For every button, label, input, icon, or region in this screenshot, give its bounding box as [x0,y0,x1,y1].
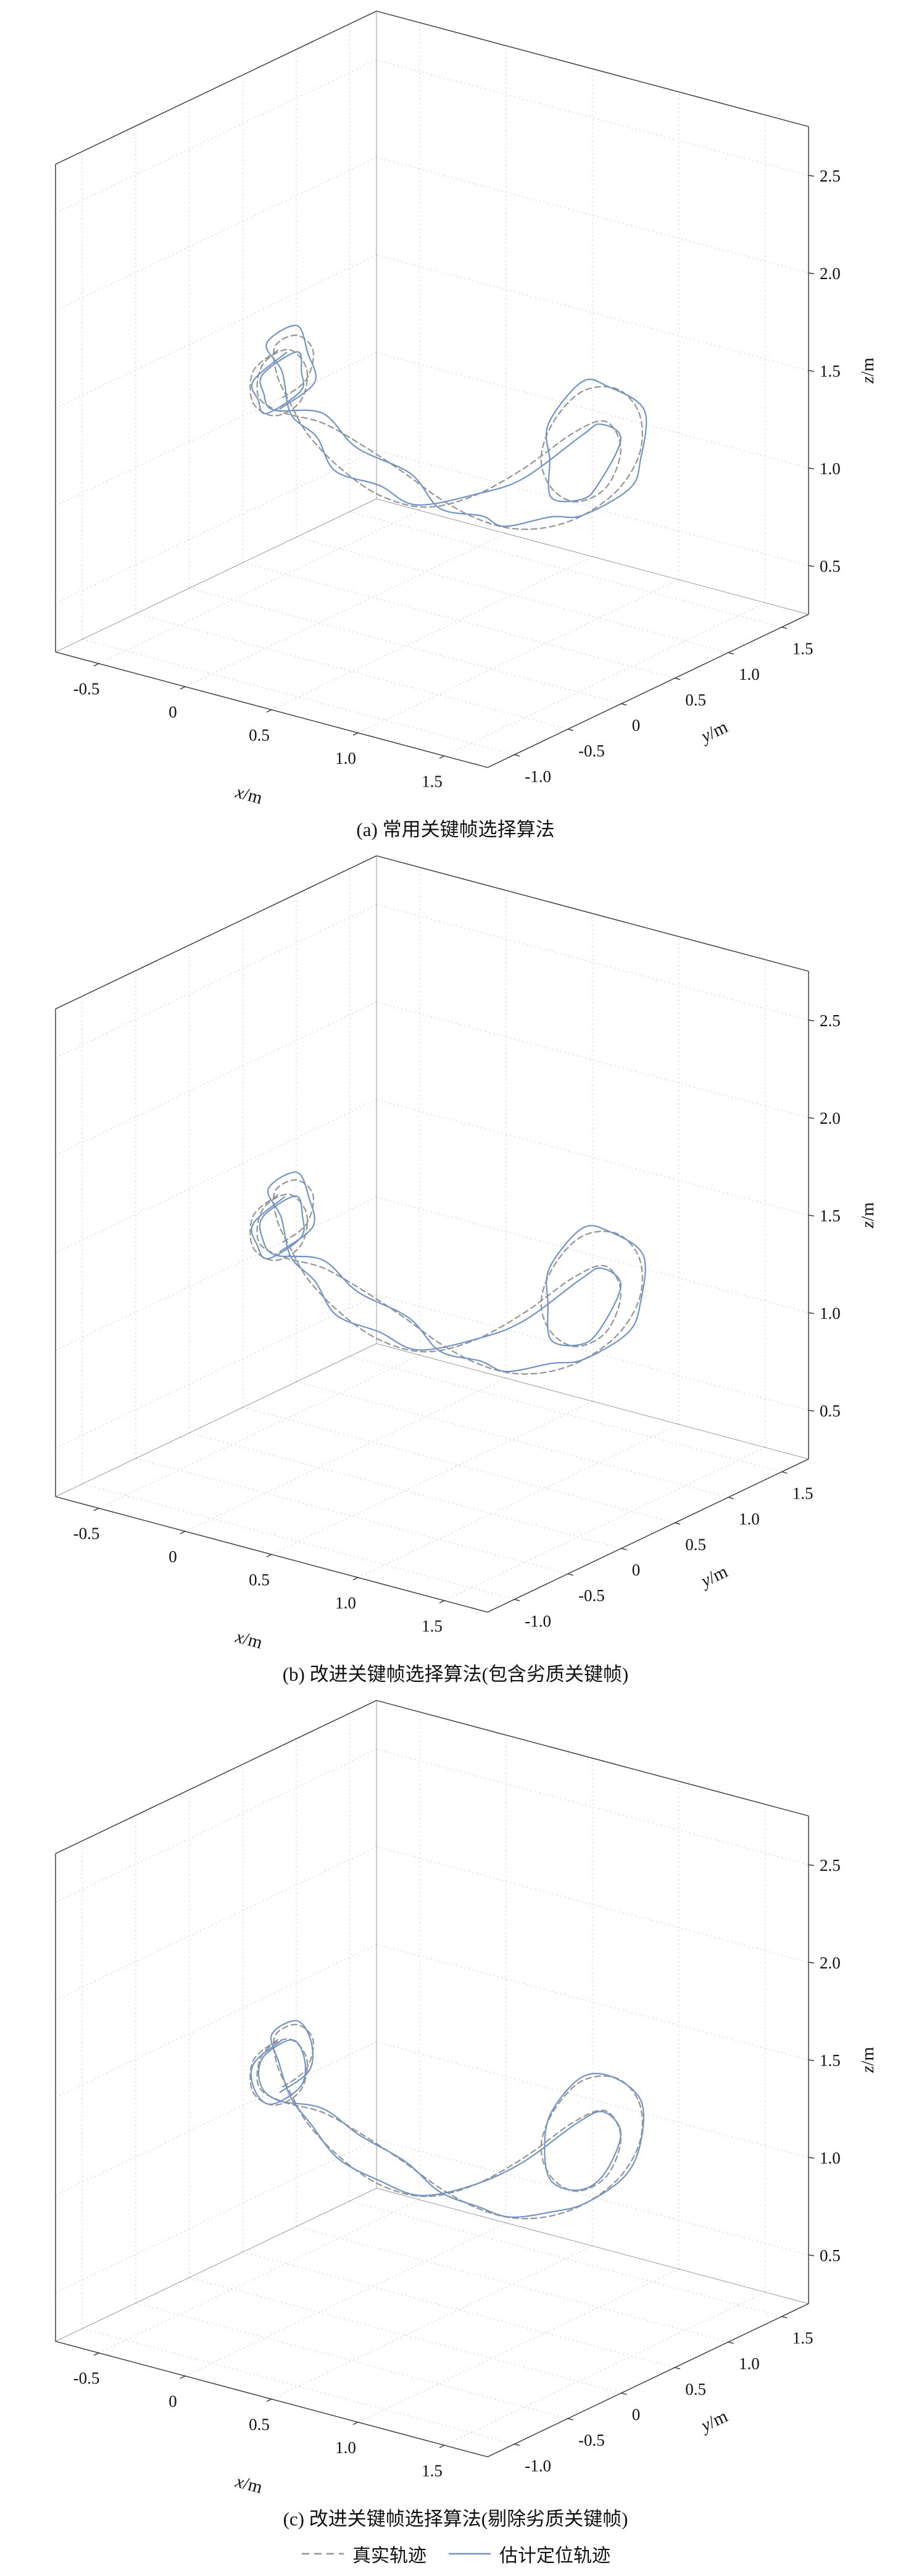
subplot-a: -0.5 0 0.5 1.0 1.5 -1.0 -0.5 0 0.5 1.0 1.5 0.5 1.0 1.… [0,2,911,842]
svg-text:0: 0 [168,2392,177,2411]
svg-text:0: 0 [632,2406,640,2424]
svg-text:1.5: 1.5 [820,362,841,380]
svg-text:1.0: 1.0 [739,1510,760,1528]
svg-text:-0.5: -0.5 [73,680,100,698]
svg-text:1.5: 1.5 [792,1484,813,1503]
svg-text:-1.0: -1.0 [525,1612,551,1630]
svg-text:x/m: x/m [233,1626,265,1653]
svg-text:2.0: 2.0 [820,264,841,283]
subplot-c: -0.5 0 0.5 1.0 1.5 -1.0 -0.5 0 0.5 1.0 1.5 0.5 1.0 1.… [0,1692,911,2532]
svg-text:0.5: 0.5 [249,2415,270,2434]
svg-text:0.5: 0.5 [820,1402,841,1420]
svg-text:2.5: 2.5 [820,1011,841,1030]
svg-text:y/m: y/m [696,717,731,747]
svg-text:1.5: 1.5 [422,1616,443,1635]
svg-text:y/m: y/m [696,1562,731,1592]
svg-text:-0.5: -0.5 [578,1586,605,1605]
svg-text:0.5: 0.5 [249,726,270,745]
svg-text:0: 0 [632,1561,640,1579]
svg-text:0.5: 0.5 [685,2380,706,2398]
subplot-b: -0.5 0 0.5 1.0 1.5 -1.0 -0.5 0 0.5 1.0 1.5 0.5 1.0 1.… [0,847,911,1687]
svg-text:0.5: 0.5 [820,557,841,575]
svg-text:1.5: 1.5 [422,772,443,790]
svg-text:z/m: z/m [858,1202,878,1229]
dashed-line-sample [302,2553,344,2555]
svg-text:1.0: 1.0 [820,2149,841,2167]
svg-text:-0.5: -0.5 [73,1524,100,1543]
svg-text:0.5: 0.5 [820,2246,841,2265]
svg-text:2.5: 2.5 [820,167,841,185]
svg-text:-0.5: -0.5 [578,742,605,760]
svg-text:2.0: 2.0 [820,1954,841,1972]
legend-item-true: 真实轨迹 [301,2540,426,2567]
svg-text:1.0: 1.0 [739,665,760,684]
svg-text:0.5: 0.5 [685,690,706,709]
svg-text:y/m: y/m [696,2406,731,2436]
svg-text:2.5: 2.5 [820,1856,841,1875]
svg-text:0: 0 [168,1547,177,1566]
solid-line-sample [449,2553,491,2555]
plot3d-canvas-c: -0.5 0 0.5 1.0 1.5 -1.0 -0.5 0 0.5 1.0 1.5 0.5 1.0 1.… [55,1700,878,2498]
svg-text:0.5: 0.5 [249,1571,270,1589]
svg-text:x/m: x/m [233,782,265,808]
svg-text:0: 0 [168,703,177,721]
svg-text:-0.5: -0.5 [578,2431,605,2449]
svg-text:1.0: 1.0 [820,459,841,478]
legend-item-estimated: 估计定位轨迹 [447,2540,610,2567]
svg-text:1.5: 1.5 [820,1206,841,1225]
legend-label-estimated: 估计定位轨迹 [499,2546,610,2566]
svg-text:1.5: 1.5 [792,2329,813,2348]
svg-text:z/m: z/m [858,2047,878,2073]
svg-text:-1.0: -1.0 [525,767,551,785]
figure-legend: 真实轨迹 估计定位轨迹 [0,2536,911,2576]
svg-text:1.5: 1.5 [792,640,813,658]
svg-text:z/m: z/m [858,358,878,384]
plot3d-canvas-b: -0.5 0 0.5 1.0 1.5 -1.0 -0.5 0 0.5 1.0 1.5 0.5 1.0 1.… [55,855,878,1653]
svg-text:0: 0 [632,716,640,735]
svg-text:-1.0: -1.0 [525,2456,551,2475]
plot3d-canvas-a: -0.5 0 0.5 1.0 1.5 -1.0 -0.5 0 0.5 1.0 1.5 0.5 1.0 1.… [55,10,878,808]
svg-text:1.0: 1.0 [335,2438,356,2457]
svg-text:1.5: 1.5 [422,2461,443,2480]
svg-text:1.0: 1.0 [335,749,356,767]
svg-text:-0.5: -0.5 [73,2369,100,2388]
svg-text:0.5: 0.5 [685,1535,706,1554]
subplot-c-caption: (c) 改进关键帧选择算法(剔除劣质关键帧) [283,2508,628,2530]
svg-text:1.0: 1.0 [335,1594,356,1612]
svg-text:2.0: 2.0 [820,1109,841,1127]
legend-label-true: 真实轨迹 [352,2546,426,2566]
svg-text:1.0: 1.0 [739,2354,760,2373]
svg-text:1.5: 1.5 [820,2051,841,2070]
svg-text:1.0: 1.0 [820,1304,841,1323]
subplot-a-caption: (a) 常用关键帧选择算法 [356,819,555,840]
svg-text:x/m: x/m [233,2471,265,2498]
subplot-b-caption: (b) 改进关键帧选择算法(包含劣质关键帧) [282,1663,629,1685]
